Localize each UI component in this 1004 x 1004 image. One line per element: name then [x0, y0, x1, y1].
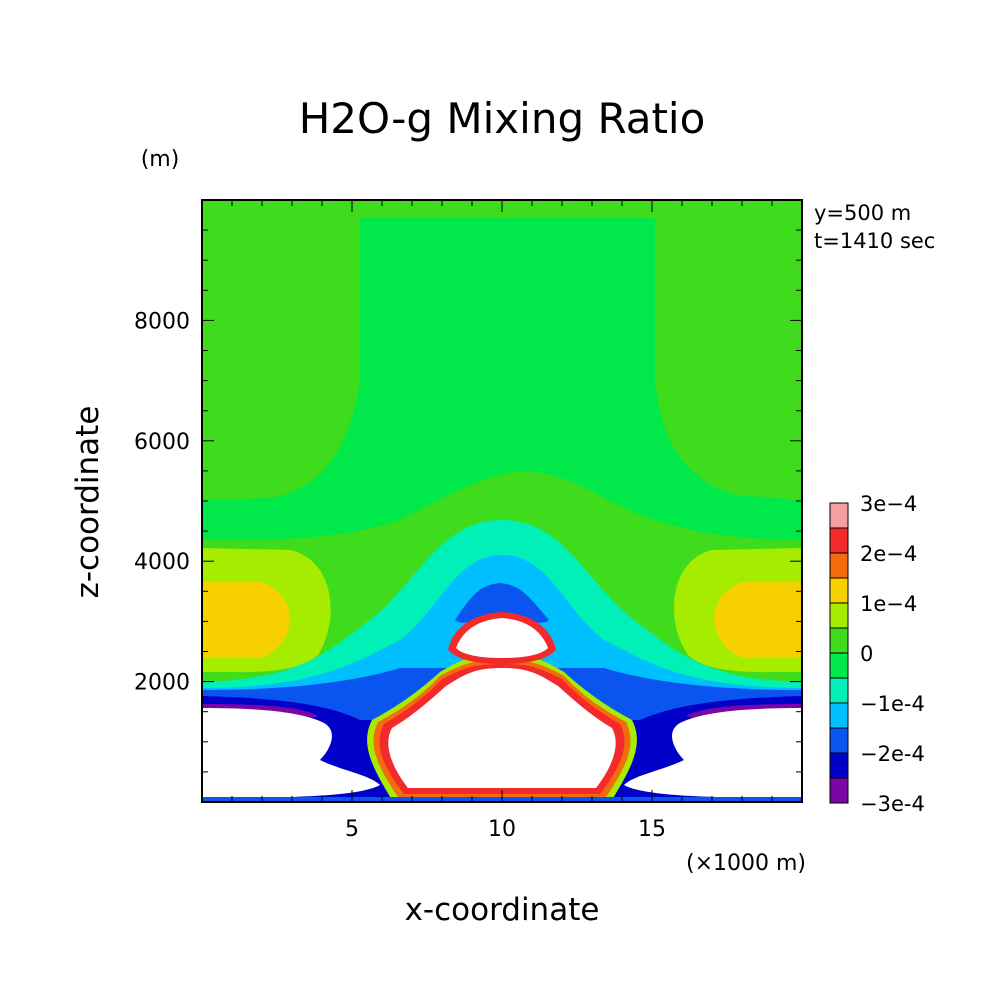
y-unit-label: (m): [141, 147, 180, 172]
colorbar-swatch: [829, 677, 849, 704]
contour-field: [202, 200, 802, 802]
colorbar-swatch: [829, 577, 849, 604]
colorbar-label: 3e−4: [860, 492, 917, 516]
colorbar-label: −2e-4: [860, 742, 925, 766]
x-tick-labels: 5 10 15: [345, 817, 666, 842]
contour-green-column: [202, 218, 802, 540]
colorbar: 3e−4 2e−4 1e−4 0 −1e-4 −2e-4 −3e-4: [829, 492, 925, 816]
y-tick-label: 2000: [134, 671, 190, 696]
x-axis-label: x-coordinate: [405, 892, 600, 928]
colorbar-swatch: [829, 502, 849, 529]
axis-ticks: [202, 200, 802, 802]
colorbar-swatch: [829, 627, 849, 654]
colorbar-swatch: [829, 777, 849, 804]
colorbar-label: 1e−4: [860, 592, 917, 616]
colorbar-swatch: [829, 727, 849, 754]
y-axis-label: z-coordinate: [70, 406, 106, 599]
colorbar-swatch: [829, 702, 849, 729]
y-tick-label: 8000: [134, 309, 190, 334]
nodata-right: [624, 708, 802, 798]
colorbar-swatch: [829, 527, 849, 554]
x-unit-label: (×1000 m): [686, 851, 806, 876]
colorbar-swatch: [829, 552, 849, 579]
nodata-center: [388, 668, 616, 788]
colorbar-swatch: [829, 652, 849, 679]
contour-right-core: [714, 582, 802, 658]
x-tick-label: 10: [488, 817, 516, 842]
y-tick-labels: 2000 4000 6000 8000: [134, 309, 190, 695]
nodata-upper: [456, 618, 548, 658]
annotation-t: t=1410 sec: [814, 229, 935, 253]
annotation-y: y=500 m: [814, 201, 911, 225]
x-tick-label: 15: [638, 817, 666, 842]
colorbar-swatch: [829, 602, 849, 629]
colorbar-label: 2e−4: [860, 542, 917, 566]
contour-dome-cap: [455, 583, 549, 623]
y-tick-label: 6000: [134, 430, 190, 455]
colorbar-label: −1e-4: [860, 692, 925, 716]
nodata-left: [202, 708, 380, 798]
colorbar-label: −3e-4: [860, 792, 925, 816]
y-tick-label: 4000: [134, 550, 190, 575]
contour-left-core: [202, 582, 290, 658]
chart-title: H2O-g Mixing Ratio: [299, 94, 706, 143]
x-tick-label: 5: [345, 817, 359, 842]
colorbar-swatch: [829, 752, 849, 779]
colorbar-label: 0: [860, 642, 873, 666]
